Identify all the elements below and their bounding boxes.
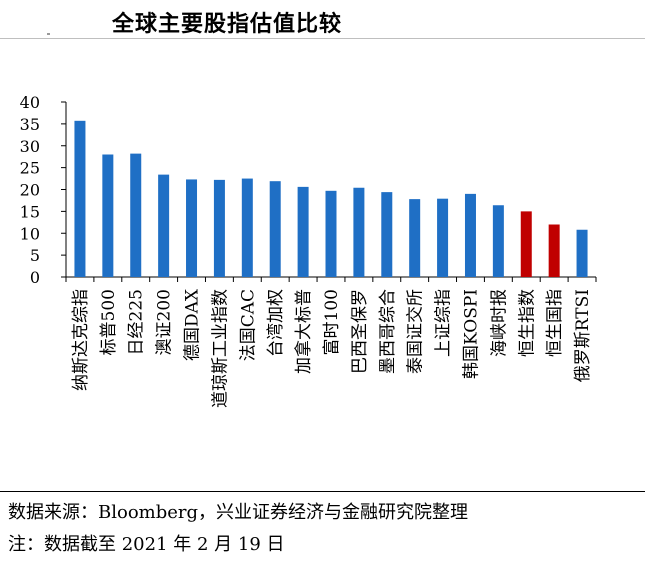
category-label-12: 泰国证交所: [406, 289, 426, 374]
bar-4: [186, 179, 198, 277]
category-label-15: 海峡时报: [489, 289, 509, 357]
bar-10: [353, 187, 365, 277]
category-label-5: 道琼斯工业指数: [210, 289, 230, 408]
bar-2: [130, 153, 142, 277]
category-label-7: 台湾加权: [266, 289, 286, 357]
bar-6: [241, 178, 253, 277]
category-label-14: 韩国KOSPI: [461, 289, 481, 379]
y-tick-label: 30: [20, 137, 40, 156]
chart-title: 全球主要股指估值比较: [112, 12, 343, 37]
source-note: 数据来源：Bloomberg，兴业证券经济与金融研究院整理: [8, 502, 469, 523]
category-label-16: 恒生指数: [517, 289, 537, 357]
bar-8: [297, 186, 309, 277]
y-tick-label: 15: [20, 202, 40, 221]
bar-7: [269, 181, 281, 277]
category-label-11: 墨西哥综合: [378, 289, 398, 374]
category-label-3: 澳证200: [155, 289, 175, 355]
y-tick-label: 0: [30, 268, 40, 287]
bar-18: [576, 229, 588, 277]
bar-1: [102, 154, 114, 277]
category-label-2: 日经225: [127, 289, 147, 355]
category-label-0: 纳斯达克综指: [71, 289, 91, 391]
title-divider: [0, 38, 645, 39]
y-tick-label: 5: [30, 246, 40, 265]
bar-13: [437, 198, 449, 277]
bar-16: [520, 211, 532, 277]
y-tick-label: 40: [20, 93, 40, 112]
category-label-17: 恒生国指: [545, 289, 565, 357]
y-tick-label: 25: [20, 159, 40, 178]
y-tick-label: 35: [20, 115, 40, 134]
category-label-4: 德国DAX: [183, 288, 203, 361]
y-tick-label: 10: [20, 224, 40, 243]
category-label-1: 标普500: [99, 289, 119, 355]
bar-15: [492, 205, 504, 277]
y-tick-label: 20: [20, 181, 40, 200]
category-label-6: 法国CAC: [238, 289, 258, 361]
bar-11: [381, 192, 393, 277]
bar-9: [325, 190, 337, 277]
category-label-18: 俄罗斯RTSI: [573, 289, 593, 382]
decorative-dot: [47, 33, 50, 35]
category-label-8: 加拿大标普: [293, 289, 314, 374]
category-label-10: 巴西圣保罗: [350, 289, 370, 374]
bar-chart: 0 5 10 15 20 25 30 35 40 纳斯达克综指 标普500 日经225 澳证200 德国D…: [20, 93, 597, 408]
bar-14: [464, 193, 476, 277]
bar-0: [74, 120, 86, 277]
bar-5: [213, 179, 225, 277]
bar-12: [409, 199, 421, 277]
category-label-9: 富时100: [322, 289, 342, 355]
category-label-13: 上证综指: [434, 289, 454, 357]
bar-17: [548, 224, 560, 277]
bar-3: [158, 174, 170, 277]
date-note: 注：数据截至 2021 年 2 月 19 日: [8, 534, 285, 555]
footer-divider: [0, 491, 645, 492]
